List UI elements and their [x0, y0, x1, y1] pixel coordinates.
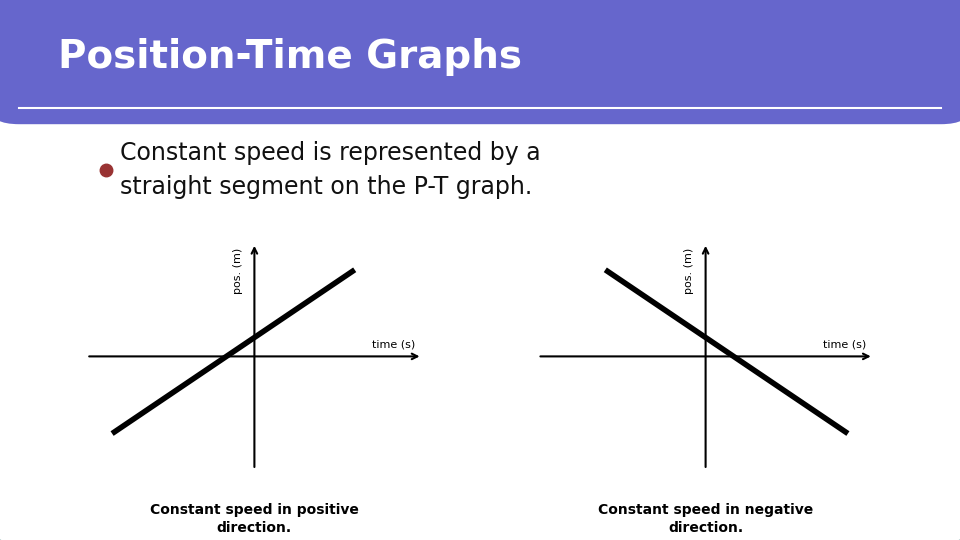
- Text: Constant speed in negative
direction.: Constant speed in negative direction.: [598, 503, 813, 535]
- Text: Constant speed is represented by a
straight segment on the P-T graph.: Constant speed is represented by a strai…: [120, 141, 540, 199]
- Text: pos. (m): pos. (m): [232, 248, 243, 294]
- FancyBboxPatch shape: [0, 0, 960, 124]
- Text: time (s): time (s): [824, 340, 867, 350]
- Text: pos. (m): pos. (m): [684, 248, 694, 294]
- Text: time (s): time (s): [372, 340, 416, 350]
- Text: Constant speed in positive
direction.: Constant speed in positive direction.: [150, 503, 359, 535]
- Text: Position-Time Graphs: Position-Time Graphs: [58, 38, 521, 76]
